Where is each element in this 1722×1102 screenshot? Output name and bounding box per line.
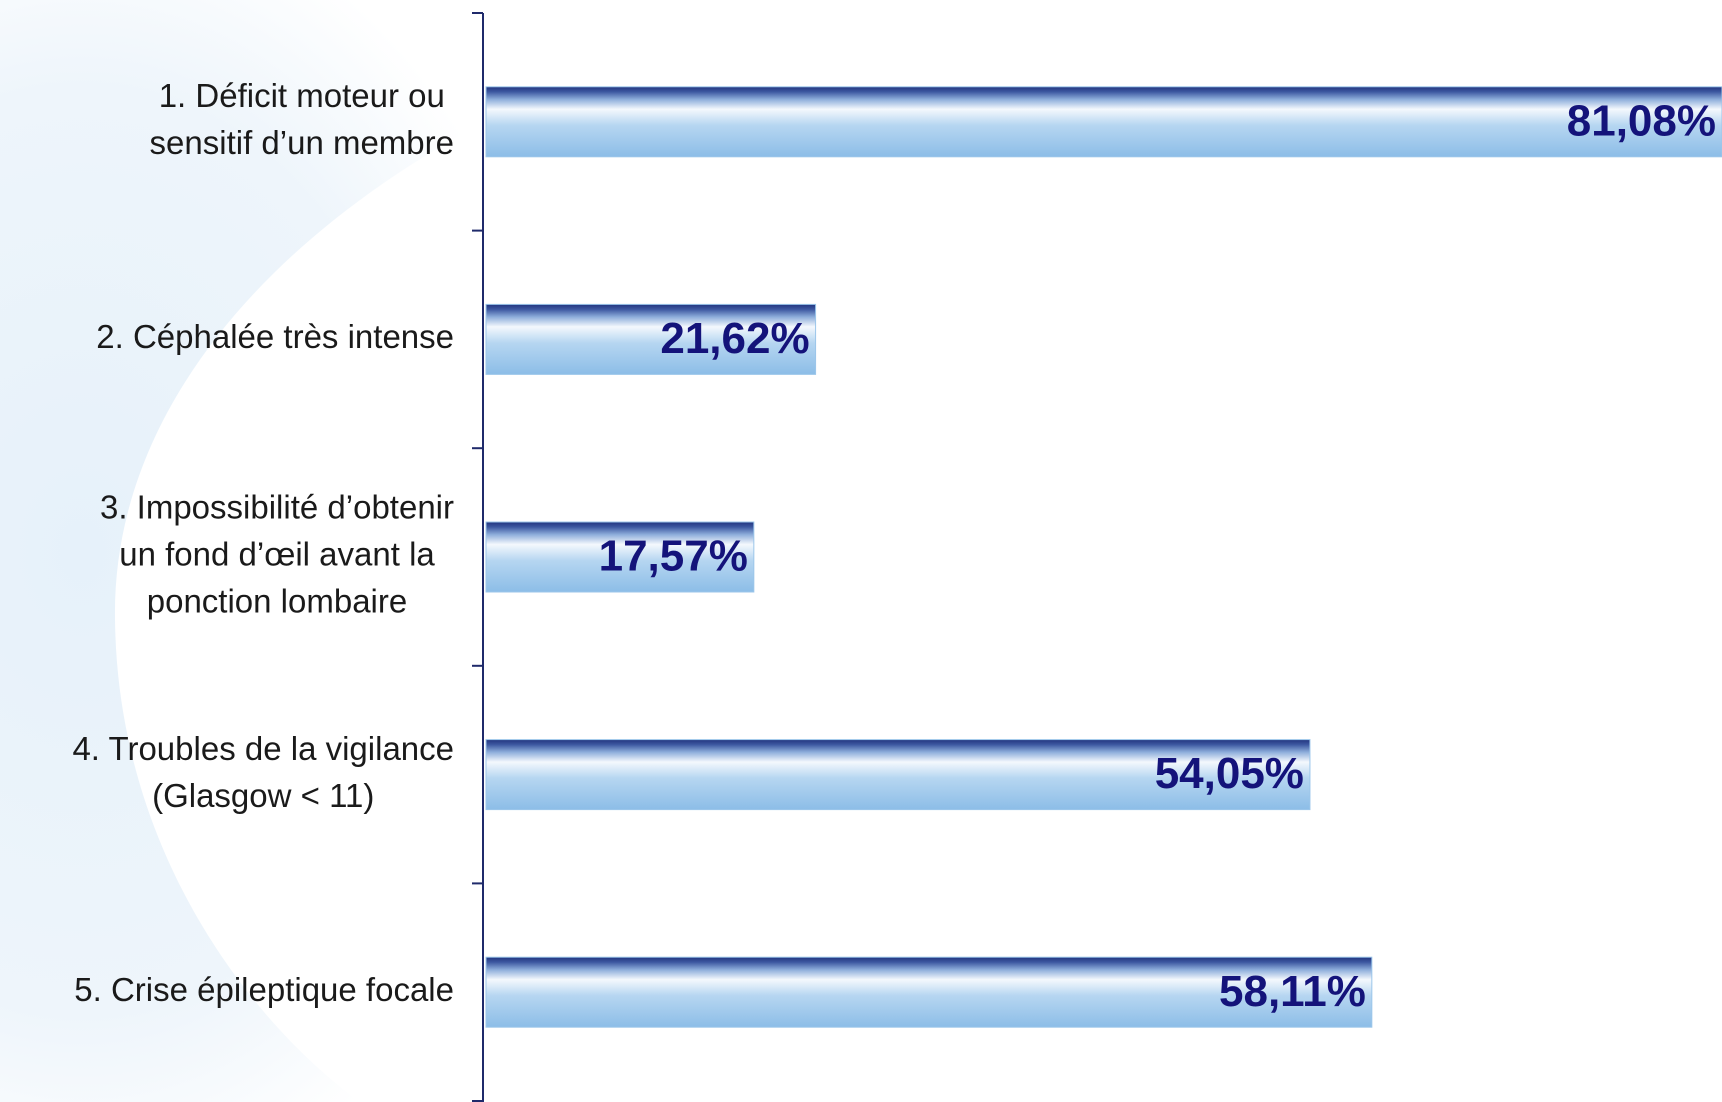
category-label: 4. Troubles de la vigilance (72, 730, 454, 767)
category-label: un fond d’œil avant la (119, 536, 435, 573)
category-label: 2. Céphalée très intense (96, 318, 454, 355)
value-label: 21,62% (660, 314, 809, 363)
category-label: ponction lombaire (147, 583, 408, 620)
category-label: sensitif d’un membre (150, 124, 454, 161)
category-label: 5. Crise épileptique focale (74, 971, 454, 1008)
value-label: 58,11% (1219, 967, 1366, 1016)
value-label: 81,08% (1567, 96, 1716, 145)
background-swoosh (0, 0, 820, 1102)
bar (485, 956, 1373, 1028)
value-label: 17,57% (599, 532, 748, 581)
bar (485, 739, 1311, 811)
category-label: (Glasgow < 11) (152, 777, 374, 814)
category-label: 3. Impossibilité d’obtenir (100, 489, 454, 526)
bar (485, 86, 1722, 158)
bar (485, 303, 817, 375)
bar (485, 521, 755, 593)
value-label: 54,05% (1155, 749, 1304, 798)
category-label: 1. Déficit moteur ou (159, 77, 445, 114)
